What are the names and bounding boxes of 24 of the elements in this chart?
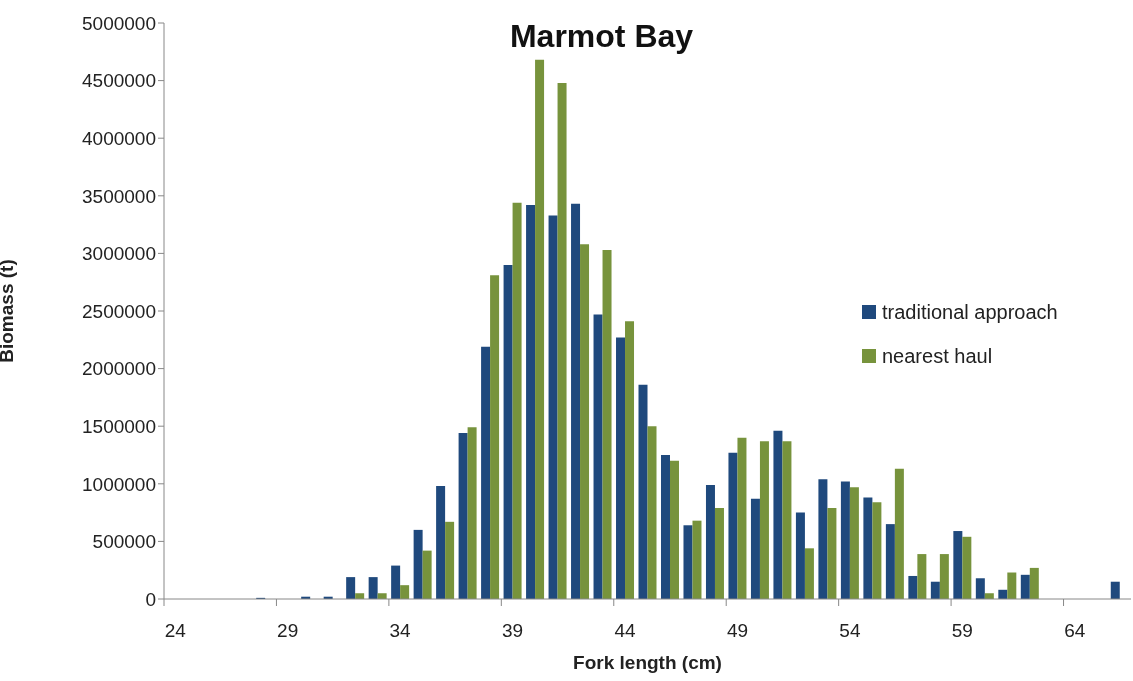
y-tick-label: 2500000 (82, 300, 156, 322)
x-tick-label: 29 (277, 620, 299, 641)
x-tick-label: 39 (502, 620, 524, 641)
x-tick-label: 49 (726, 620, 749, 641)
y-tick-label: 500000 (92, 531, 156, 553)
x-tick-label: 24 (164, 620, 187, 641)
x-tick-label: 44 (614, 620, 637, 641)
x-tick-label: 34 (389, 620, 412, 641)
x-tick-label: 54 (839, 620, 861, 641)
x-tick-label: 64 (1064, 620, 1086, 641)
y-tick-label: 2000000 (82, 358, 156, 380)
y-tick-label: 1000000 (82, 473, 156, 495)
chart-title: Marmot Bay (509, 18, 694, 54)
y-tick-label: 3000000 (82, 243, 156, 265)
y-tick-label: 5000000 (82, 12, 156, 34)
y-tick-label: 1500000 (82, 415, 156, 437)
legend-label: nearest haul (882, 344, 993, 368)
x-tick-label: 59 (951, 620, 973, 641)
y-tick-label: 4000000 (82, 127, 156, 149)
y-tick-label: 0 (145, 588, 156, 610)
legend-label: traditional approach (882, 300, 1058, 324)
x-axis-title: Fork length (cm) (573, 652, 722, 673)
y-tick-label: 4500000 (82, 70, 156, 92)
y-tick-label: 3500000 (82, 185, 156, 207)
